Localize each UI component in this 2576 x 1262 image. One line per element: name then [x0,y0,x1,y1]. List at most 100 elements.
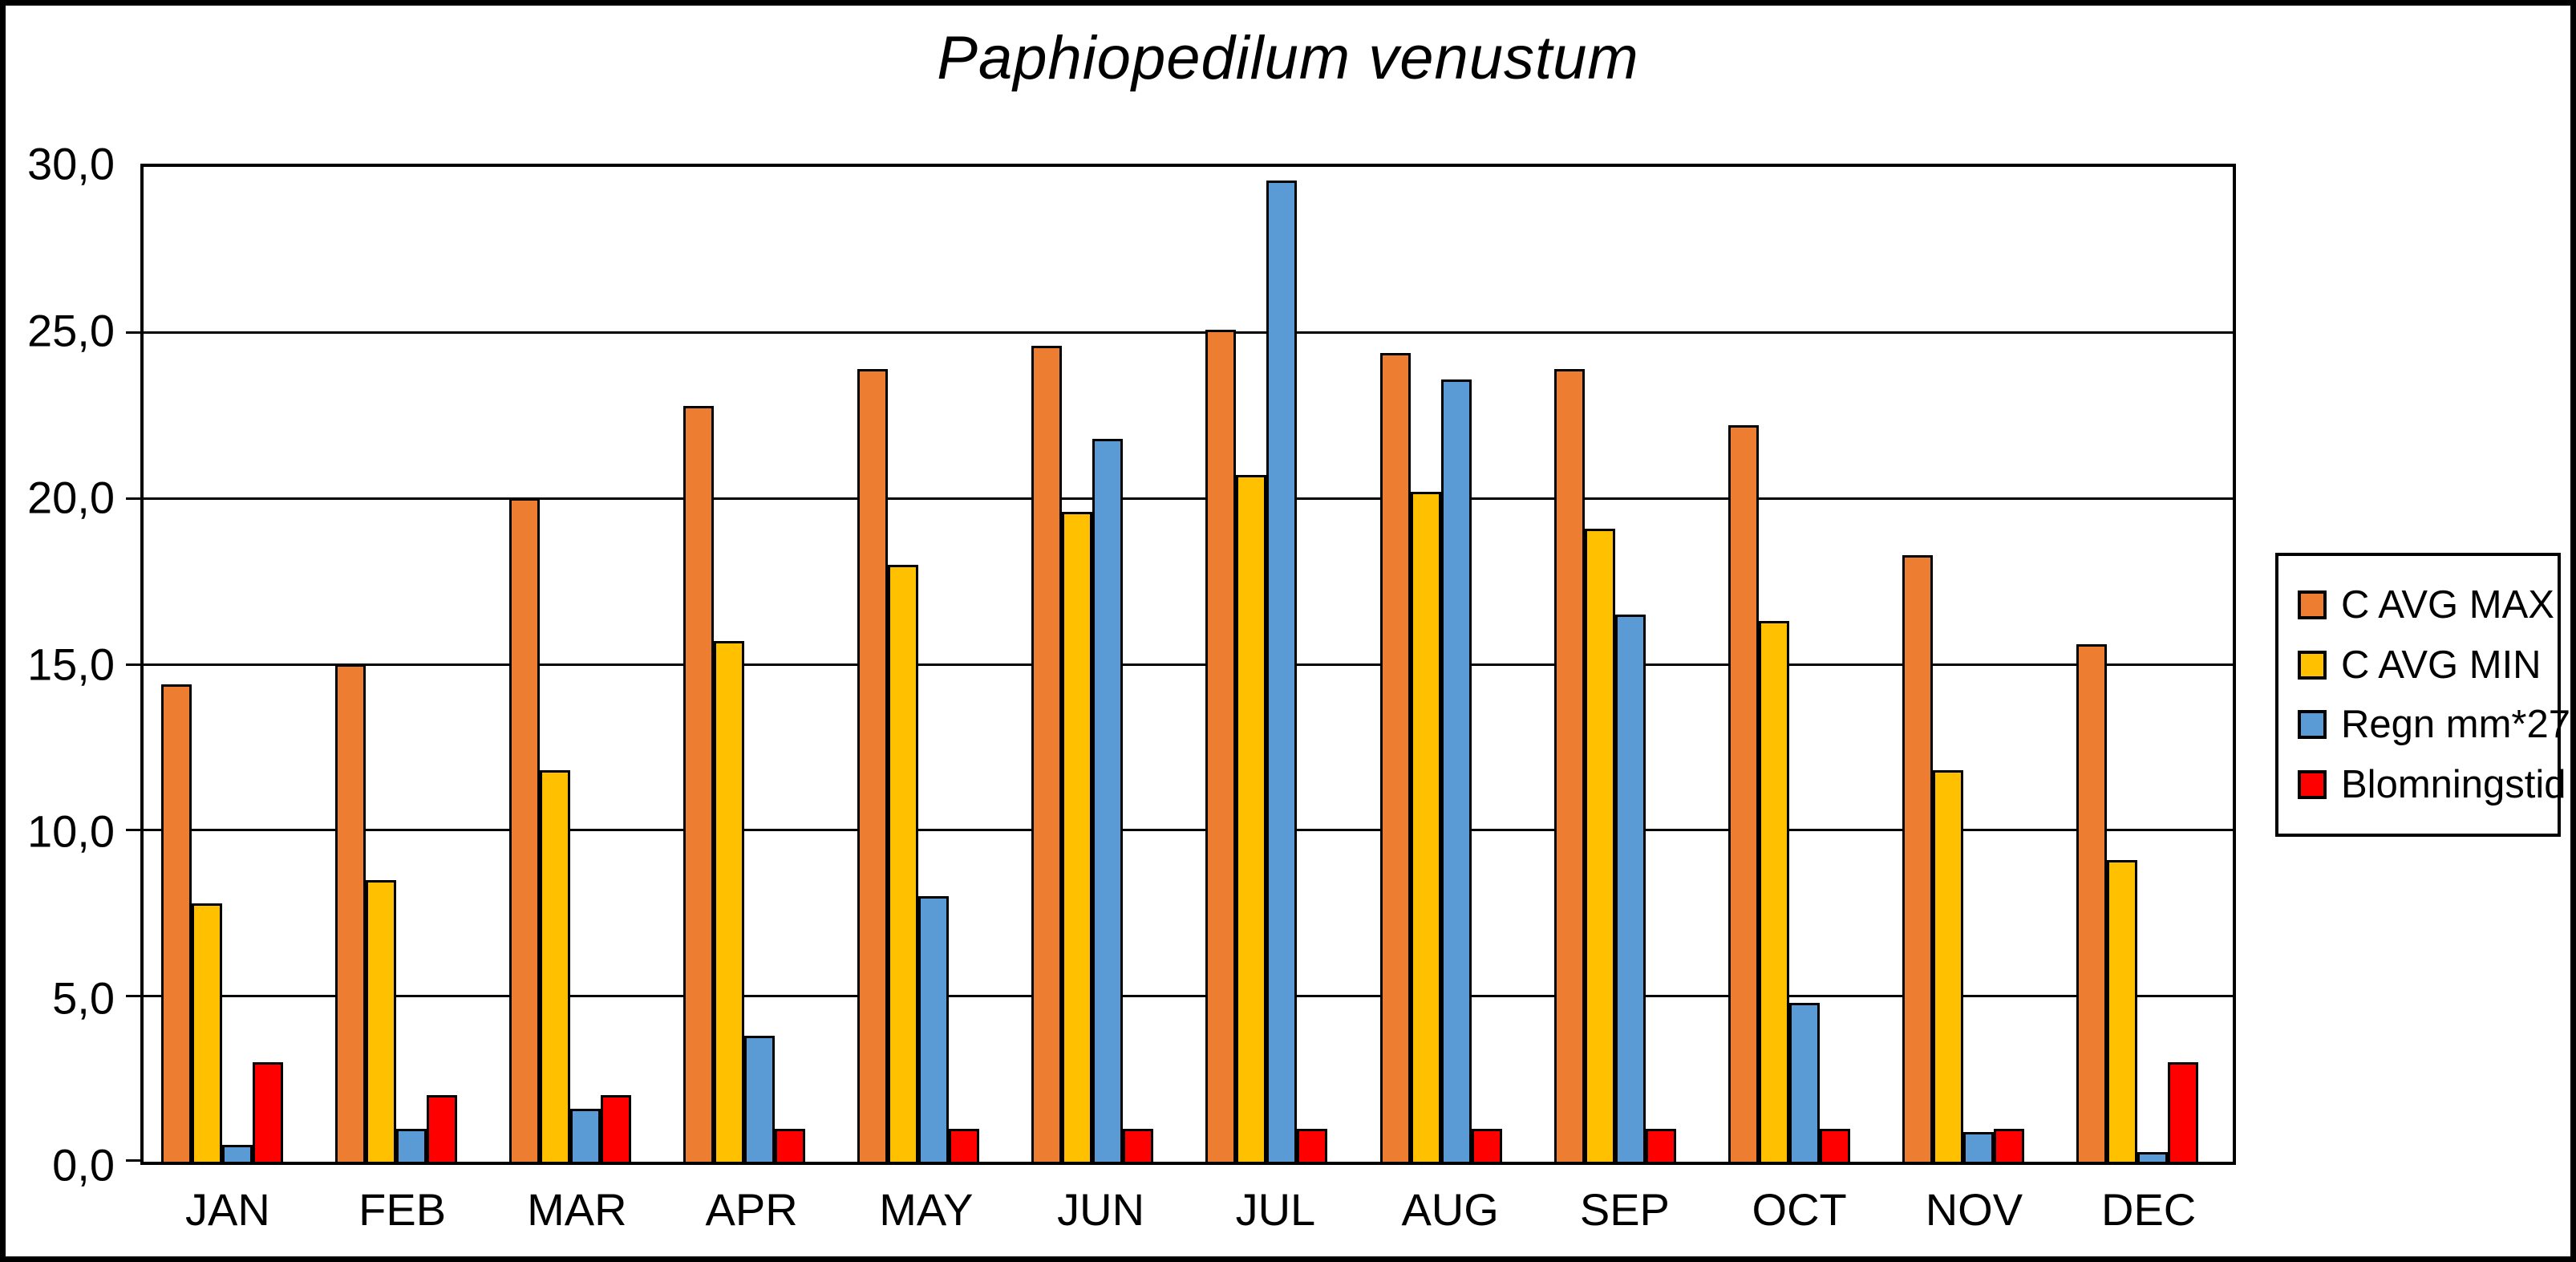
regn-mm-27-bar [1092,438,1124,1162]
y-tick-label: 10,0 [27,805,115,857]
y-tick-label: 20,0 [27,472,115,523]
c-avg-max-bar [1379,352,1411,1162]
gridline [144,663,2233,666]
blomningstid-bar [253,1062,283,1162]
c-avg-max-bar [335,664,367,1162]
c-avg-max-bar [161,684,192,1162]
gridline [144,994,2233,997]
legend-label: C AVG MIN [2341,643,2542,687]
regn-mm-27-bar [1614,615,1646,1162]
legend-item-blomningstid: Blomningstid [2298,762,2566,807]
x-tick-label: APR [705,1184,798,1235]
c-avg-min-bar [888,565,919,1162]
x-tick-label: MAR [527,1184,627,1235]
blomningstid-bar [601,1095,632,1162]
bar-group-may [840,167,1014,1162]
c-avg-min-bar [192,903,222,1162]
c-avg-min-bar [540,770,571,1162]
y-tick-label: 15,0 [27,639,115,690]
regn-mm-27-bar [1266,180,1298,1162]
x-tick-label: MAY [879,1184,974,1235]
regn-mm-27-bar [744,1035,776,1162]
axis-tick [126,663,144,666]
c-avg-min-bar [2106,859,2137,1162]
legend-swatch [2298,770,2327,800]
legend-label: Blomningstid [2341,763,2566,807]
chart-title: Paphiopedilum venustum [937,24,1639,92]
x-axis: JAN FEB MAR APR MAY JUN JUL AUG SEP OCT NOV DEC [140,1183,2236,1236]
legend-item-regn-mm-27: Regn mm*27 [2298,702,2570,747]
y-tick-label: 0,0 [52,1139,115,1191]
c-avg-max-bar [1727,425,1759,1162]
c-avg-max-bar [509,498,541,1162]
c-avg-min-bar [366,879,397,1162]
c-avg-min-bar [1410,492,1441,1162]
c-avg-max-bar [683,405,715,1162]
legend-swatch [2298,590,2327,619]
legend-item-c-avg-max: C AVG MAX [2298,582,2554,627]
legend-swatch [2298,650,2327,680]
x-tick-label: AUG [1401,1184,1499,1235]
bar-group-nov [1885,167,2059,1162]
x-tick-label: OCT [1752,1184,1847,1235]
blomningstid-bar [427,1095,458,1162]
plot-area [126,164,2236,1165]
axis-tick [126,994,144,997]
blomningstid-bar [2167,1062,2198,1162]
y-tick-label: 5,0 [52,972,115,1024]
c-avg-min-bar [1758,621,1789,1162]
bar-group-jan [144,167,318,1162]
c-avg-min-bar [714,641,745,1162]
y-tick-label: 30,0 [27,138,115,189]
gridline [144,497,2233,500]
c-avg-min-bar [1236,475,1267,1162]
axis-tick [126,829,144,832]
bar-group-dec [2059,167,2233,1162]
x-tick-label: DEC [2101,1184,2197,1235]
regn-mm-27-bar [222,1145,253,1162]
axis-tick [126,1159,144,1162]
regn-mm-27-bar [1962,1131,1994,1162]
x-tick-label: NOV [1925,1184,2023,1235]
bar-group-apr [666,167,840,1162]
c-avg-min-bar [1932,770,1963,1162]
blomningstid-bar [1645,1128,1676,1162]
regn-mm-27-bar [1788,1002,1820,1162]
bar-group-sep [1537,167,1711,1162]
blomningstid-bar [1123,1128,1154,1162]
y-tick-label: 25,0 [27,305,115,356]
legend-label: Regn mm*27 [2341,703,2570,747]
regn-mm-27-bar [396,1128,427,1162]
bar-group-mar [492,167,666,1162]
c-avg-max-bar [1553,369,1585,1162]
x-tick-label: SEP [1579,1184,1670,1235]
bar-group-jun [1014,167,1188,1162]
x-tick-label: JUL [1235,1184,1316,1235]
bar-group-aug [1363,167,1537,1162]
c-avg-min-bar [1062,511,1093,1162]
regn-mm-27-bar [2137,1151,2168,1162]
legend: C AVG MAX C AVG MIN Regn mm*27 Blomningstid [2275,553,2570,837]
bar-group-oct [1711,167,1885,1162]
c-avg-max-bar [1902,554,1933,1162]
regn-mm-27-bar [1440,379,1472,1162]
blomningstid-bar [775,1128,806,1162]
blomningstid-bar [1297,1128,1328,1162]
x-tick-label: FEB [358,1184,447,1235]
axis-tick [126,497,144,500]
blomningstid-bar [949,1128,980,1162]
x-tick-label: JAN [184,1184,270,1235]
c-avg-max-bar [1031,346,1063,1162]
bar-group-feb [318,167,492,1162]
axis-tick [126,331,144,335]
bar-group-jul [1188,167,1362,1162]
legend-label: C AVG MAX [2341,582,2554,627]
regn-mm-27-bar [570,1108,601,1162]
gridline [144,331,2233,335]
c-avg-max-bar [1205,329,1237,1162]
legend-swatch [2298,710,2327,740]
y-axis: 30,0 25,0 20,0 15,0 10,0 5,0 0,0 [6,139,115,1191]
gridline [144,829,2233,832]
c-avg-max-bar [2076,644,2107,1162]
